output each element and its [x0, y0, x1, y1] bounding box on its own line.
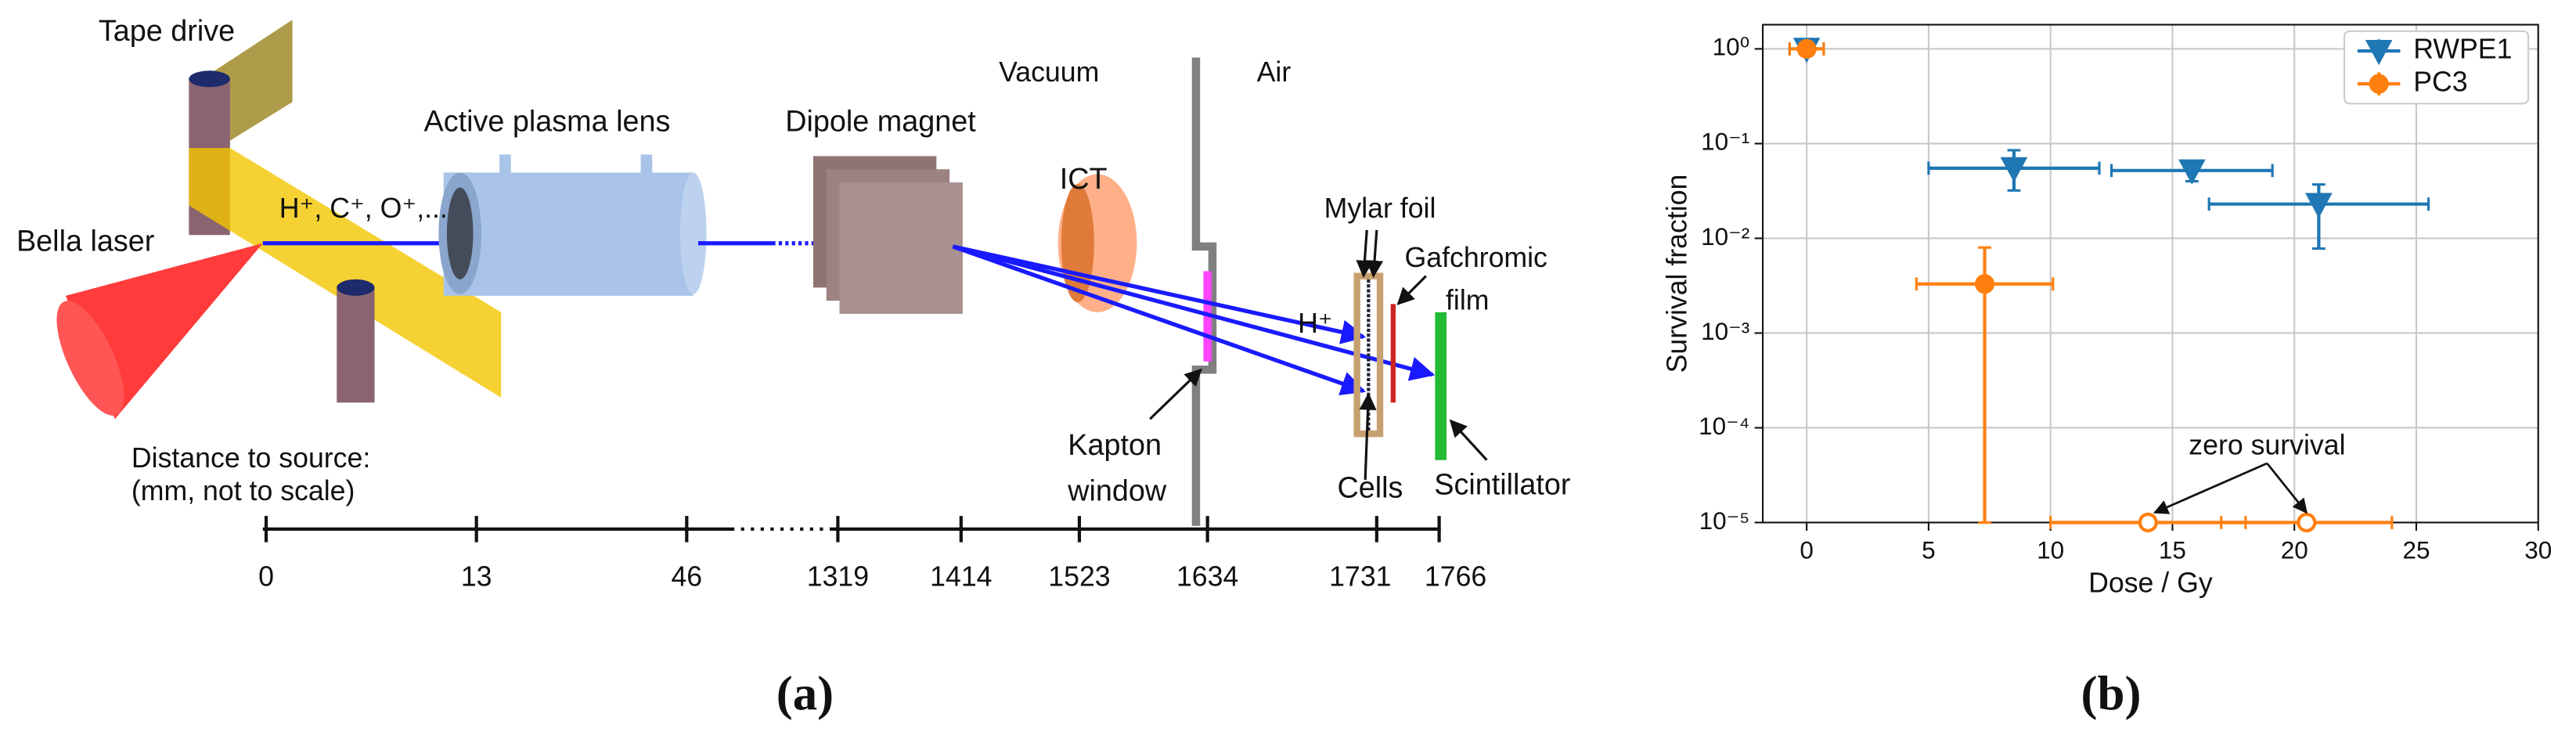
x-tick-label: 30 [2524, 537, 2552, 564]
beam [952, 244, 1367, 344]
laser-base [56, 301, 124, 416]
lens-hole [446, 187, 474, 279]
label: Scintillator [1434, 468, 1570, 501]
reel-top [189, 70, 230, 88]
distance-label: 1634 [1176, 560, 1238, 592]
label: Cells [1337, 472, 1403, 505]
label: Tape drive [99, 15, 235, 48]
arrow [1149, 368, 1202, 420]
beam [952, 244, 1436, 381]
label: Air [1257, 56, 1292, 88]
annotation: zero survival [2189, 429, 2345, 460]
label: H⁺ [1298, 308, 1333, 339]
point [2138, 512, 2158, 533]
arrow [1396, 275, 1427, 305]
point [2000, 157, 2028, 182]
arrow [1366, 229, 1384, 278]
label: Mylar foil [1324, 193, 1436, 224]
x-tick-label: 5 [1922, 537, 1936, 564]
magnet [839, 182, 963, 314]
tape-band [189, 147, 502, 398]
plasma-lens [443, 172, 694, 296]
arrow [1449, 419, 1488, 461]
y-axis-label: Survival fraction [1661, 175, 1692, 373]
point [2305, 193, 2333, 218]
knob [640, 154, 653, 175]
distance-label: 1523 [1048, 560, 1110, 592]
label: film [1446, 285, 1489, 316]
label: Active plasma lens [424, 105, 671, 138]
arrow [1356, 229, 1374, 278]
label: Gafchromic [1405, 242, 1547, 273]
label: (mm, not to scale) [132, 475, 355, 506]
y-tick-label: 10⁻⁴ [1699, 413, 1749, 440]
label: H⁺, C⁺, O⁺,... [279, 193, 448, 224]
setup-diagram: Tape drive Bella laser H⁺, C⁺, O⁺,... Ac… [16, 15, 1571, 721]
plot-area [1763, 24, 2538, 523]
point [1974, 274, 1995, 294]
y-tick-label: 10⁻⁵ [1699, 507, 1750, 535]
point [1796, 38, 1817, 59]
x-tick-label: 0 [1800, 537, 1814, 564]
distance-label: 1731 [1329, 560, 1391, 592]
legend-marker [2365, 39, 2393, 66]
point [2297, 512, 2317, 533]
annotation-arrow [2266, 463, 2308, 514]
label: Dipole magnet [785, 105, 976, 138]
legend-label: PC3 [2413, 67, 2467, 98]
lens-end [679, 172, 707, 294]
label: Vacuum [999, 56, 1099, 88]
distance-label: 1414 [930, 560, 992, 592]
label: ICT [1060, 163, 1108, 196]
y-tick-label: 10⁻² [1701, 223, 1749, 250]
legend-marker [2369, 74, 2389, 94]
point [2178, 159, 2206, 185]
distance-label: 13 [461, 560, 492, 592]
caption: (b) [2081, 666, 2142, 721]
distance-label: 46 [671, 560, 702, 592]
y-tick-label: 10⁰ [1713, 34, 1750, 61]
annotation-arrow [2153, 462, 2268, 514]
knob [499, 154, 511, 175]
distance-label: 0 [258, 560, 274, 592]
label: window [1067, 475, 1167, 508]
tape-reel [337, 287, 375, 403]
x-tick-label: 15 [2159, 537, 2186, 564]
x-tick-label: 25 [2402, 537, 2430, 564]
x-tick-label: 20 [2281, 537, 2308, 564]
arrow [1359, 392, 1377, 480]
beam [952, 244, 1367, 396]
distance-label: 1319 [807, 560, 869, 592]
y-tick-label: 10⁻¹ [1701, 128, 1749, 156]
reel-top [337, 279, 375, 296]
label: Distance to source: [132, 442, 370, 474]
y-tick-label: 10⁻³ [1701, 318, 1749, 345]
label: Kapton [1068, 429, 1162, 462]
label: Bella laser [16, 225, 154, 258]
caption: (a) [776, 666, 834, 721]
distance-label: 1766 [1425, 560, 1486, 592]
legend-label: RWPE1 [2413, 34, 2512, 65]
vacuum-wall [1191, 57, 1217, 526]
x-tick-label: 10 [2037, 537, 2064, 564]
x-axis-label: Dose / Gy [2088, 568, 2213, 599]
